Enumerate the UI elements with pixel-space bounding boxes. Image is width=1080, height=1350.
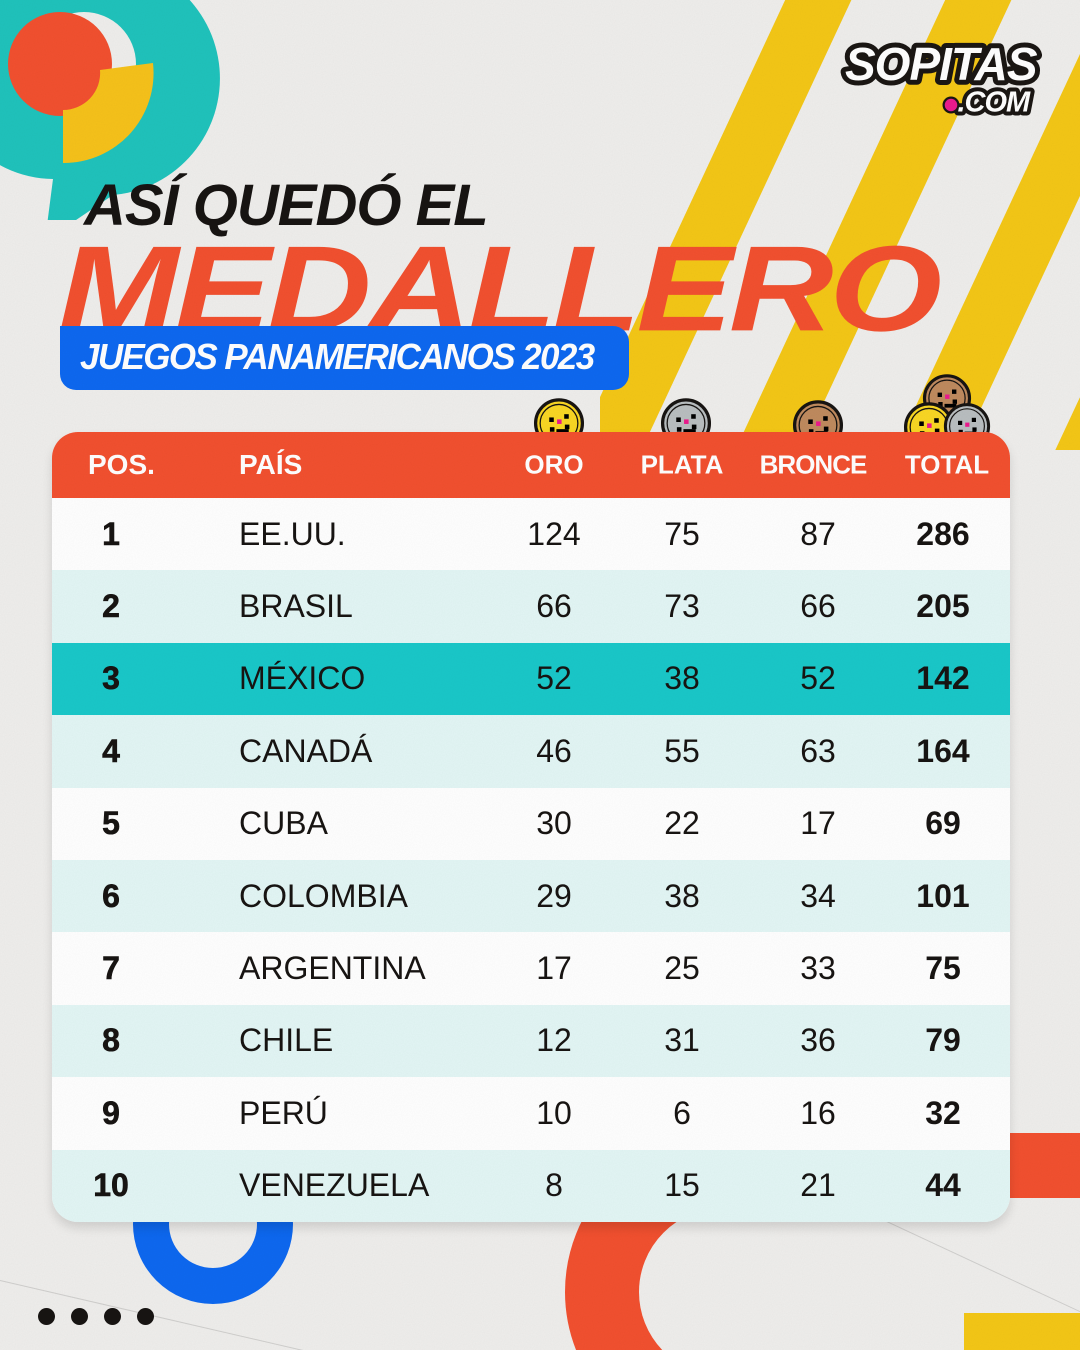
svg-text:.COM: .COM [958, 87, 1032, 119]
svg-text:SOPITAS: SOPITAS [845, 38, 1038, 90]
